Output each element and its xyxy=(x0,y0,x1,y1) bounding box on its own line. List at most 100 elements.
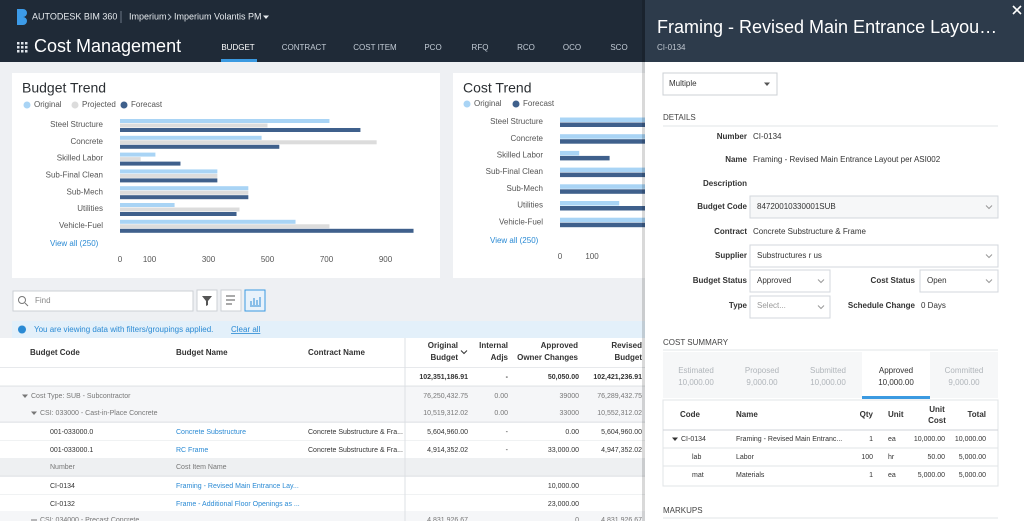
bar xyxy=(560,150,580,156)
view-all-link[interactable]: View all (250) xyxy=(50,239,99,248)
field-value: Concrete Substructure & Frame xyxy=(753,227,866,236)
table-cell: 0.00 xyxy=(494,393,508,400)
legend-label: Forecast xyxy=(131,100,163,109)
table-row xyxy=(0,495,645,513)
table-cell: - xyxy=(506,374,509,381)
close-button[interactable] xyxy=(1012,5,1022,15)
step-label: Submitted xyxy=(810,366,846,375)
bar xyxy=(120,135,262,140)
category-label: Utilities xyxy=(517,201,543,210)
column-header: Budget xyxy=(430,353,458,362)
field-value: 0 Days xyxy=(921,301,946,310)
step-value: 10,000.00 xyxy=(878,378,914,387)
table-cell: CI-0134 xyxy=(50,483,75,490)
chevron-icon xyxy=(985,279,993,284)
table-cell: 1 xyxy=(869,472,873,479)
apps-icon xyxy=(25,50,28,53)
apps-icon xyxy=(25,42,28,45)
table-cell: - xyxy=(506,447,509,454)
chart-icon xyxy=(250,297,261,307)
view-all-link[interactable]: View all (250) xyxy=(490,236,539,245)
field-label: Budget Code xyxy=(697,202,747,211)
table-cell[interactable]: RC Frame xyxy=(176,447,208,454)
bar xyxy=(120,219,296,224)
table-cell: 4,947,352.02 xyxy=(601,447,642,454)
table-cell: 5,000.00 xyxy=(959,454,986,461)
column-header: Budget Code xyxy=(30,348,80,357)
tab[interactable]: RCO xyxy=(517,43,535,52)
table-cell[interactable]: Concrete Substructure xyxy=(176,429,246,436)
column-header: Internal xyxy=(479,341,508,350)
apps-icon xyxy=(25,46,28,49)
section-title: DETAILS xyxy=(663,113,696,122)
bar xyxy=(120,169,218,174)
clear-all-link[interactable]: Clear all xyxy=(231,325,261,334)
column-header: Adjs xyxy=(491,353,509,362)
bar xyxy=(120,195,249,200)
table-cell: ea xyxy=(888,436,896,443)
legend-swatch xyxy=(71,101,79,109)
search-box[interactable] xyxy=(12,290,194,312)
category-label: Sub-Mech xyxy=(67,187,103,196)
apps-icon xyxy=(17,42,20,45)
bar xyxy=(560,134,714,139)
search-icon xyxy=(18,296,26,304)
toolbar-button[interactable] xyxy=(244,289,266,312)
table-cell: 50,050.00 xyxy=(548,374,579,381)
field-value: Substructures r us xyxy=(757,251,822,260)
tab[interactable]: COST ITEM xyxy=(353,43,397,52)
tab[interactable]: SCO xyxy=(610,43,627,52)
bar xyxy=(120,144,280,149)
search-icon xyxy=(24,302,29,307)
tab[interactable]: CONTRACT xyxy=(282,43,327,52)
table-cell: hr xyxy=(888,454,895,461)
bar xyxy=(120,157,141,162)
table-cell: - xyxy=(506,429,509,436)
field-label: Number xyxy=(717,132,747,141)
table-row xyxy=(0,404,645,422)
bar xyxy=(560,206,687,211)
legend-swatch xyxy=(23,101,31,109)
table-row xyxy=(0,441,645,459)
text-input[interactable] xyxy=(749,195,999,219)
column-header: Contract Name xyxy=(308,348,365,357)
x-tick-label: 100 xyxy=(585,252,599,261)
bar xyxy=(120,224,330,229)
step-value: 9,000.00 xyxy=(746,378,778,387)
select[interactable] xyxy=(749,295,831,319)
table-cell: 100 xyxy=(861,454,873,461)
select[interactable] xyxy=(919,269,999,293)
tab[interactable]: PCO xyxy=(424,43,441,52)
field-label: Schedule Change xyxy=(848,301,916,310)
category-label: Vehicle-Fuel xyxy=(499,217,543,226)
step-label: Proposed xyxy=(745,366,779,375)
x-tick-label: 500 xyxy=(261,255,275,264)
select[interactable] xyxy=(749,244,999,268)
table-row xyxy=(0,368,645,386)
caret-icon xyxy=(22,394,28,398)
breadcrumb[interactable]: Imperium Volantis PM xyxy=(174,11,262,21)
column-header: Qty xyxy=(860,410,874,419)
table-cell: 4,831,926.67 xyxy=(427,517,468,521)
column-header: Budget xyxy=(614,353,642,362)
bar xyxy=(120,152,156,157)
tab[interactable]: BUDGET xyxy=(221,43,254,52)
tab[interactable]: OCO xyxy=(563,43,581,52)
bar xyxy=(120,203,175,207)
bar xyxy=(120,228,414,233)
table-cell[interactable]: Framing - Revised Main Entrance Lay... xyxy=(176,483,299,490)
category-label: Utilities xyxy=(77,204,103,213)
breadcrumb[interactable]: Imperium xyxy=(129,11,167,21)
apps-icon xyxy=(21,50,24,53)
chevron-icon xyxy=(985,254,993,259)
tab[interactable]: RFQ xyxy=(472,43,489,52)
view-select[interactable] xyxy=(662,72,778,96)
section-title: COST SUMMARY xyxy=(663,338,729,347)
table-cell[interactable]: Frame - Additional Floor Openings as ... xyxy=(176,501,300,508)
bar xyxy=(560,155,610,161)
panel-title: Framing - Revised Main Entrance Layou… xyxy=(657,17,997,37)
select[interactable] xyxy=(749,269,831,293)
field-label: Name xyxy=(725,155,747,164)
table-cell: 50.00 xyxy=(927,454,945,461)
table-cell: 4,914,352.02 xyxy=(427,447,468,454)
